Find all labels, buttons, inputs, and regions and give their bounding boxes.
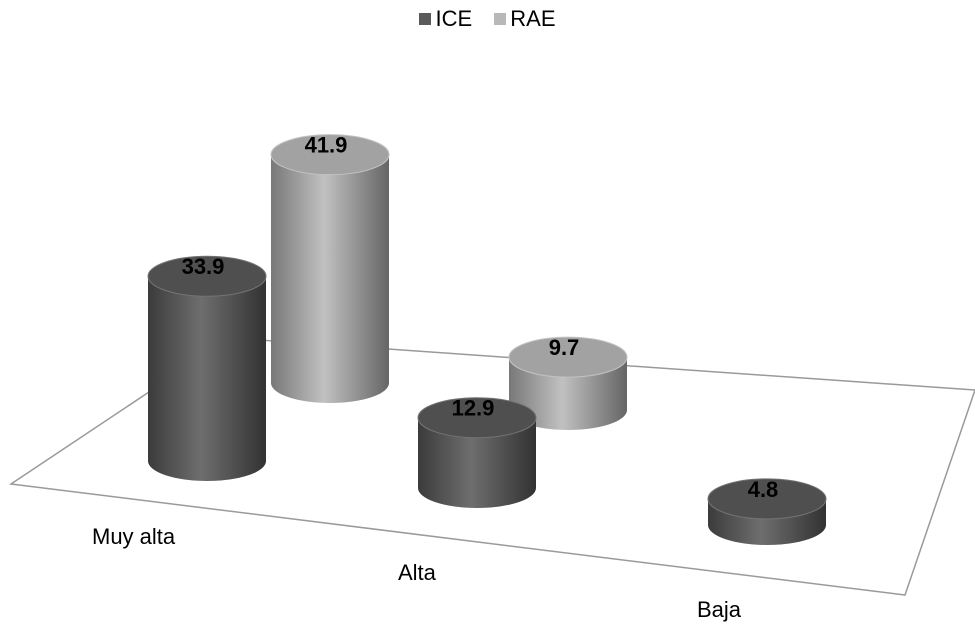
data-label-ice-alta: 12.9: [452, 396, 495, 421]
bar-top-rae-muy-alta: [270, 134, 390, 176]
legend-label-ice: ICE: [435, 6, 473, 31]
data-label-ice-baja: 4.8: [748, 477, 779, 502]
bar-ice-baja: 4.8: [707, 477, 827, 545]
bar-top-ice-muy-alta: [147, 255, 267, 297]
data-label-ice-muy-alta: 33.9: [182, 254, 225, 279]
bars-group: 41.9 33.9 9.7 12.9 4.8: [147, 133, 827, 545]
legend-item-rae: RAE: [494, 6, 556, 32]
bar-body-rae-alta: [509, 357, 627, 430]
bar-body-ice-muy-alta: [148, 276, 266, 481]
legend-item-ice: ICE: [419, 6, 472, 32]
bar-body-rae-muy-alta: [271, 154, 389, 403]
bar-rae-muy-alta: 41.9: [270, 133, 390, 403]
bar-top-rae-alta: [508, 336, 628, 378]
bar-body-ice-alta: [418, 417, 536, 508]
category-label-alta: Alta: [398, 560, 436, 585]
data-label-rae-alta: 9.7: [549, 335, 580, 360]
legend-label-rae: RAE: [510, 6, 556, 31]
bar-ice-muy-alta: 33.9: [147, 254, 267, 481]
legend-swatch-rae: [494, 13, 507, 25]
bar-rae-alta: 9.7: [508, 335, 628, 430]
legend: ICE RAE: [0, 6, 975, 32]
legend-swatch-ice: [419, 13, 432, 25]
category-label-baja: Baja: [697, 597, 742, 622]
bar-top-ice-alta: [417, 397, 537, 439]
bar-top-ice-baja: [707, 478, 827, 520]
data-label-rae-muy-alta: 41.9: [305, 133, 348, 158]
category-label-muy-alta: Muy alta: [92, 524, 176, 549]
bar-ice-alta: 12.9: [417, 396, 537, 508]
